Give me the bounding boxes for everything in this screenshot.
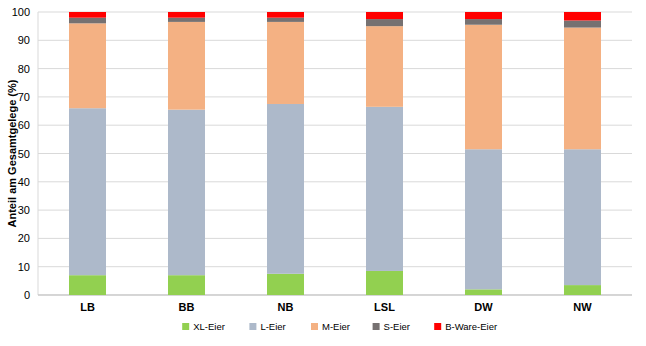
bar-segment xyxy=(465,289,502,295)
legend-label: S-Eier xyxy=(384,321,410,332)
legend-label: L-Eier xyxy=(260,321,285,332)
bar-segment xyxy=(465,25,502,150)
bar-segment xyxy=(564,28,601,150)
grid-line xyxy=(38,125,632,126)
bar-segment xyxy=(69,275,106,295)
legend-swatch xyxy=(249,323,256,330)
y-tick-label: 10 xyxy=(18,261,30,273)
grid-line xyxy=(38,153,632,154)
bar-segment xyxy=(69,18,106,24)
chart: 0 10 20 30 40 50 60 70 80 90 100 Anteil am Gesamtge… xyxy=(0,0,646,346)
y-tick-label: 80 xyxy=(18,63,30,75)
legend-label: XL-Eier xyxy=(193,321,225,332)
bar-segment xyxy=(267,12,304,18)
bar-segment xyxy=(168,110,205,276)
y-tick-label: 0 xyxy=(24,289,30,301)
x-tick-label: NB xyxy=(278,301,294,313)
bar-segment xyxy=(168,275,205,295)
legend-swatch xyxy=(311,323,318,330)
bar-segment xyxy=(465,149,502,289)
grid-line xyxy=(38,40,632,41)
legend-swatch xyxy=(373,323,380,330)
grid-line xyxy=(38,181,632,182)
bar-segment xyxy=(69,23,106,108)
x-tick-label: NW xyxy=(573,301,592,313)
y-axis-label: Anteil am Gesamtgelege (%) xyxy=(6,79,18,227)
legend-label: M-Eier xyxy=(322,321,350,332)
bar-segment xyxy=(366,107,403,271)
bar-segment xyxy=(267,104,304,274)
bar-segment xyxy=(168,18,205,22)
y-axis-line xyxy=(38,12,39,295)
grid-line xyxy=(38,266,632,267)
bar-segment xyxy=(564,12,601,20)
bar-segment xyxy=(564,285,601,295)
bar-segment xyxy=(267,274,304,295)
y-tick-label: 60 xyxy=(18,119,30,131)
bar-segment xyxy=(366,271,403,295)
grid-line xyxy=(38,210,632,211)
legend-swatch xyxy=(182,323,189,330)
y-tick-label: 70 xyxy=(18,91,30,103)
bar-segment xyxy=(168,22,205,110)
grid-line xyxy=(38,295,632,296)
legend: XL-Eier L-Eier M-Eier S-Eier B-Ware-Eier xyxy=(182,321,497,332)
bar-segment xyxy=(465,19,502,25)
y-tick-label: 50 xyxy=(18,148,30,160)
grid-line xyxy=(38,96,632,97)
bar-segment xyxy=(69,12,106,18)
x-tick-label: BB xyxy=(179,301,195,313)
legend-swatch xyxy=(434,323,441,330)
y-tick-label: 30 xyxy=(18,204,30,216)
x-tick-label: DW xyxy=(474,301,493,313)
grid xyxy=(38,12,632,295)
grid-line xyxy=(38,12,632,13)
bar-segment xyxy=(267,18,304,22)
y-tick-label: 90 xyxy=(18,34,30,46)
grid-line xyxy=(38,238,632,239)
bar-segment xyxy=(69,108,106,275)
legend-label: B-Ware-Eier xyxy=(445,321,497,332)
y-tick-label: 40 xyxy=(18,176,30,188)
bar-segment xyxy=(564,149,601,285)
bar-segment xyxy=(168,12,205,18)
bar-segment xyxy=(465,12,502,19)
bars xyxy=(69,12,601,295)
grid-line xyxy=(38,68,632,69)
y-tick-label: 20 xyxy=(18,232,30,244)
x-tick-label: LSL xyxy=(374,301,395,313)
x-axis-line xyxy=(38,295,632,296)
x-tick-label: LB xyxy=(80,301,95,313)
bar-segment xyxy=(366,12,403,19)
bar-segment xyxy=(267,22,304,104)
bar-segment xyxy=(366,19,403,26)
y-tick-label: 100 xyxy=(12,6,30,18)
bar-segment xyxy=(366,26,403,107)
bar-segment xyxy=(564,20,601,27)
